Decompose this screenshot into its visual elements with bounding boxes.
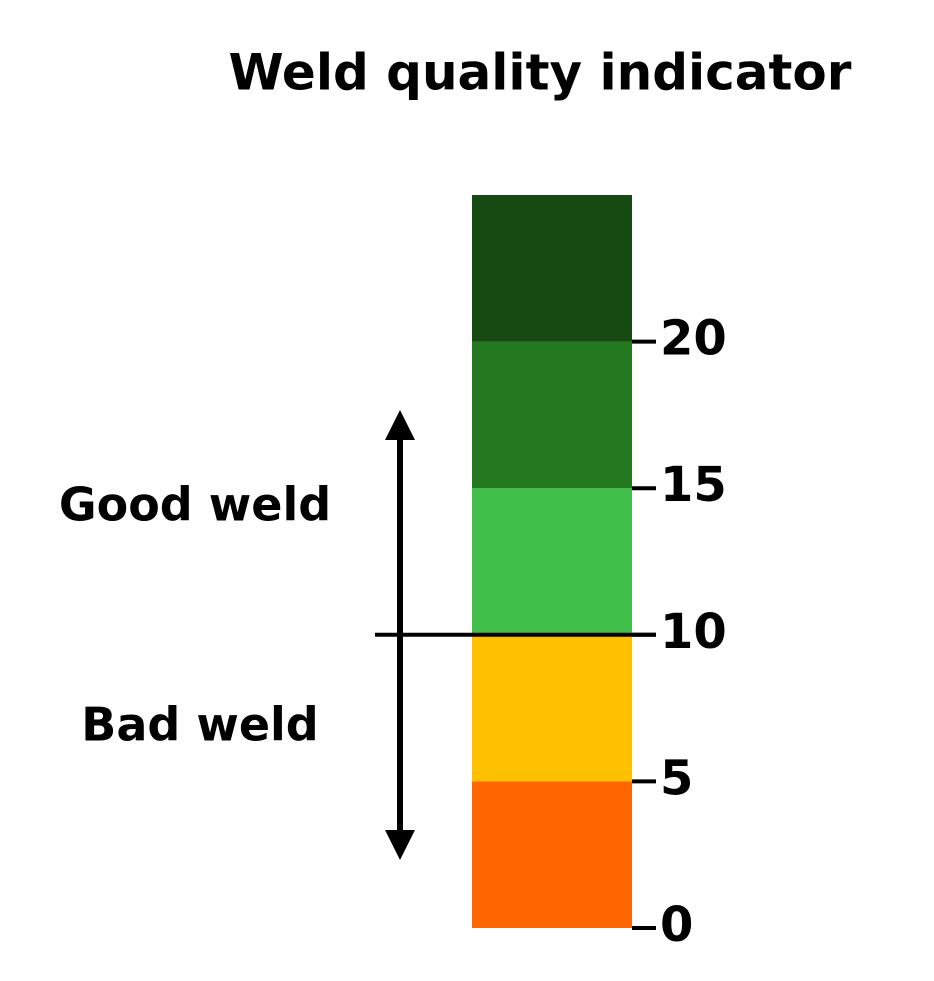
color-band: [472, 488, 632, 635]
good-label: Good weld: [59, 478, 331, 532]
bad-label: Bad weld: [81, 698, 318, 752]
color-band: [472, 195, 632, 342]
tick-label: 5: [660, 750, 693, 806]
tick-label: 15: [660, 457, 727, 513]
color-band: [472, 634, 632, 782]
tick-label: 10: [660, 604, 727, 660]
tick-label: 0: [660, 897, 693, 953]
color-band: [472, 341, 632, 489]
title: Weld quality indicator: [229, 44, 852, 102]
tick-label: 20: [660, 311, 727, 367]
color-band: [472, 781, 632, 928]
